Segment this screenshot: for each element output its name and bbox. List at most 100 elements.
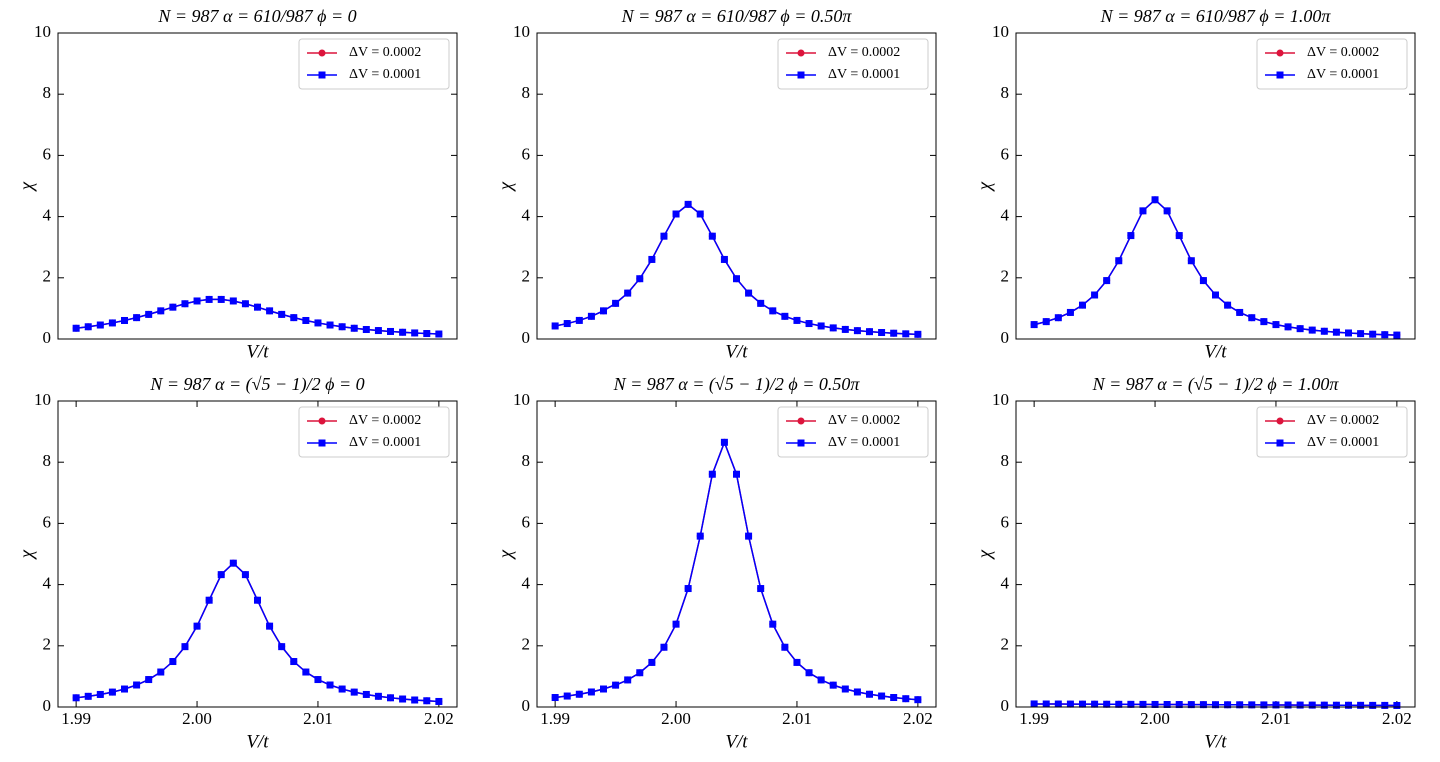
legend-label: ΔV = 0.0002 [1307,45,1379,60]
data-point [399,695,407,703]
data-point [1381,331,1389,339]
series-line [76,562,439,703]
data-point [241,571,249,579]
data-point [1369,701,1377,709]
data-point [563,320,571,328]
y-tick-label: 6 [1001,144,1010,163]
y-tick-label: 8 [522,83,531,102]
x-tick-label: 2.00 [1140,709,1170,728]
data-point [374,692,382,700]
data-point [696,210,704,218]
y-tick-label: 2 [522,267,531,286]
chart-title: N = 987 α = (√5 − 1)/2 ϕ = 1.00π [1092,374,1340,395]
data-point [290,314,298,322]
data-point [1199,701,1207,709]
data-point [278,310,286,318]
data-point [781,312,789,320]
data-point [612,681,620,689]
legend-label: ΔV = 0.0001 [1307,435,1379,450]
data-point [575,690,583,698]
data-point [684,585,692,593]
y-tick-label: 0 [1001,696,1010,715]
legend-marker [797,71,805,79]
data-point [1042,700,1050,708]
data-point [350,324,358,332]
data-point [757,299,765,307]
data-point [648,658,656,666]
data-point [1260,701,1268,709]
data-point [302,316,310,324]
data-point [575,316,583,324]
data-point [435,697,443,705]
data-point [733,275,740,283]
data-point [660,643,668,651]
data-point [338,685,346,693]
data-point [563,692,571,700]
plot-frame [536,400,937,708]
y-tick-label: 10 [513,22,530,41]
data-point [1054,314,1062,322]
y-tick-label: 2 [43,267,52,286]
data-point [1163,700,1171,708]
chart-title: N = 987 α = 610/987 ϕ = 0.50π [621,6,853,26]
data-point [1345,329,1352,337]
data-point [805,669,813,677]
legend-label: ΔV = 0.0001 [349,67,421,82]
data-point [133,314,141,322]
data-point [278,643,286,651]
data-point [1030,700,1038,708]
data-point [769,307,777,315]
data-point [411,696,419,704]
data-point [781,643,789,651]
y-tick-label: 2 [522,635,531,654]
data-point [660,232,668,240]
data-point [314,319,322,327]
legend-marker [1276,417,1284,425]
data-point [1151,196,1159,204]
plot-frame [57,32,458,340]
chart-title: N = 987 α = 610/987 ϕ = 0 [157,6,356,26]
data-point [878,329,886,337]
legend-box [777,38,929,90]
data-point [108,688,116,696]
series-line [555,440,918,701]
data-point [672,210,680,218]
legend-label: ΔV = 0.0001 [1307,67,1379,82]
data-point [612,299,620,307]
data-point [720,438,728,446]
data-point [914,330,922,338]
data-point [745,532,753,540]
x-tick-label: 1.99 [61,709,91,728]
data-point [1308,701,1316,709]
data-point [145,676,153,684]
data-point [1091,291,1099,299]
y-tick-label: 2 [1001,635,1010,654]
plot-frame [1015,32,1416,340]
data-point [266,307,274,315]
x-axis-label: V/t [246,731,269,752]
data-point [1163,207,1171,215]
data-point [1139,700,1147,708]
data-point [551,694,559,702]
data-point [1236,308,1244,316]
y-tick-label: 10 [992,22,1009,41]
data-point [866,690,873,698]
legend-marker [318,417,326,425]
y-tick-label: 8 [1001,451,1010,470]
y-tick-label: 4 [1001,574,1010,593]
legend-label: ΔV = 0.0002 [1307,413,1379,428]
data-point [1115,257,1123,265]
x-tick-label: 2.00 [661,709,691,728]
data-point [878,692,886,700]
data-point [1248,701,1256,709]
data-point [1187,701,1195,709]
y-axis-label: χ [974,549,995,560]
data-point [684,200,692,208]
data-point [1296,701,1304,709]
x-tick-label: 2.02 [1382,709,1412,728]
data-point [902,330,910,338]
data-point [1260,318,1268,326]
legend-marker [1276,71,1284,79]
data-point [793,316,801,324]
data-point [1030,321,1038,329]
